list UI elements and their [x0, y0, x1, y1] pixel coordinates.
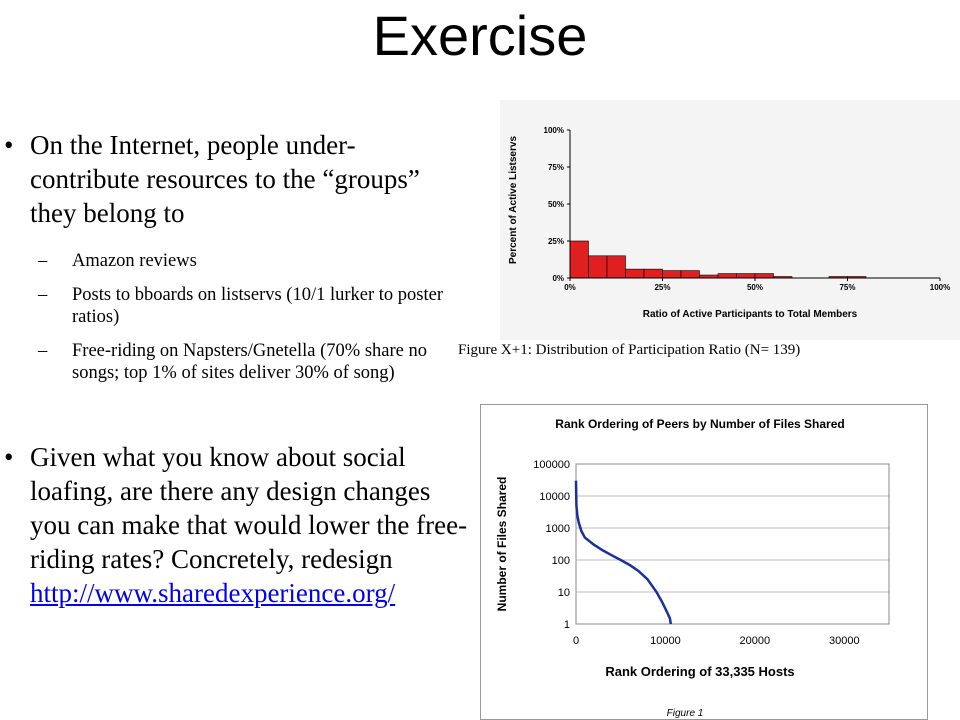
y-tick-label: 1000: [546, 523, 570, 535]
x-tick-label: 0%: [564, 283, 576, 292]
plot-area: [575, 463, 890, 625]
y-tick-label: 100: [552, 555, 570, 567]
x-tick-label: 30000: [829, 635, 860, 647]
bullet-dot: •: [4, 130, 14, 160]
y-tick-label: 10: [558, 587, 570, 599]
bullet-dot: •: [4, 442, 14, 472]
y-tick-label: 10000: [539, 491, 570, 503]
x-tick-label: 50%: [747, 283, 763, 292]
histogram-bar: [717, 273, 737, 279]
x-tick-label: 10000: [650, 635, 681, 647]
y-tick-label: 1: [564, 619, 570, 631]
x-tick-label: 25%: [654, 283, 670, 292]
figure-caption-2: Figure 1: [667, 708, 704, 719]
x-axis-label: Rank Ordering of 33,335 Hosts: [605, 664, 794, 679]
histogram-bar: [736, 273, 756, 279]
rank-ordering-chart: Rank Ordering of Peers by Number of File…: [480, 404, 928, 720]
x-axis-label: Ratio of Active Participants to Total Me…: [643, 309, 858, 320]
sub-item-text: Free-riding on Napsters/Gnetella (70% sh…: [72, 340, 427, 384]
y-axis-label: Percent of Active Listservs: [508, 136, 519, 264]
participation-histogram: Percent of Active Listservs 0% 25% 50% 75% 1…: [500, 100, 960, 340]
bullet-2: • Given what you know about social loafi…: [4, 440, 470, 610]
y-tick-label: 75%: [548, 163, 564, 172]
sub-item-text: Amazon reviews: [72, 251, 197, 271]
histogram-bar: [680, 270, 700, 279]
histogram-bar: [606, 255, 626, 279]
bullet-1: • On the Internet, people under-contribu…: [4, 128, 430, 230]
y-axis-label: Number of Files Shared: [495, 477, 509, 612]
x-tick-label: 20000: [740, 635, 771, 647]
sub-item: – Posts to bboards on listservs (10/1 lu…: [38, 284, 478, 329]
histogram-bar: [754, 273, 774, 279]
sharedexperience-link[interactable]: http://www.sharedexperience.org/: [30, 578, 396, 608]
chart-background: [500, 100, 960, 340]
y-tick-label: 100%: [544, 126, 564, 135]
x-tick-label: 0: [573, 635, 579, 647]
dash-marker: –: [38, 284, 48, 305]
slide-title: Exercise: [372, 4, 588, 67]
histogram-bar: [662, 270, 682, 279]
histogram-bar: [625, 268, 645, 279]
x-tick-label: 75%: [839, 283, 855, 292]
figure-caption-1: Figure X+1: Distribution of Participatio…: [458, 342, 801, 358]
dash-marker: –: [38, 340, 48, 361]
bullet-1-text: On the Internet, people under-contribute…: [30, 130, 420, 228]
sub-list: – Amazon reviews – Posts to bboards on l…: [38, 250, 478, 396]
dash-marker: –: [38, 251, 48, 271]
sub-item: – Amazon reviews: [38, 250, 478, 273]
y-tick-label: 100000: [533, 459, 570, 471]
sub-item-text: Posts to bboards on listservs (10/1 lurk…: [72, 284, 444, 328]
histogram-bar: [569, 240, 589, 279]
sub-item: – Free-riding on Napsters/Gnetella (70% …: [38, 340, 478, 385]
chart-title: Rank Ordering of Peers by Number of File…: [555, 417, 844, 431]
x-tick-label: 100%: [930, 283, 950, 292]
y-tick-label: 25%: [548, 237, 564, 246]
bullet-2-text: Given what you know about social loafing…: [30, 442, 468, 574]
files-shared-line: [574, 480, 673, 625]
y-tick-label: 0%: [552, 274, 564, 283]
histogram-bar: [643, 268, 663, 279]
histogram-bar: [588, 255, 608, 279]
y-tick-label: 50%: [548, 200, 564, 209]
